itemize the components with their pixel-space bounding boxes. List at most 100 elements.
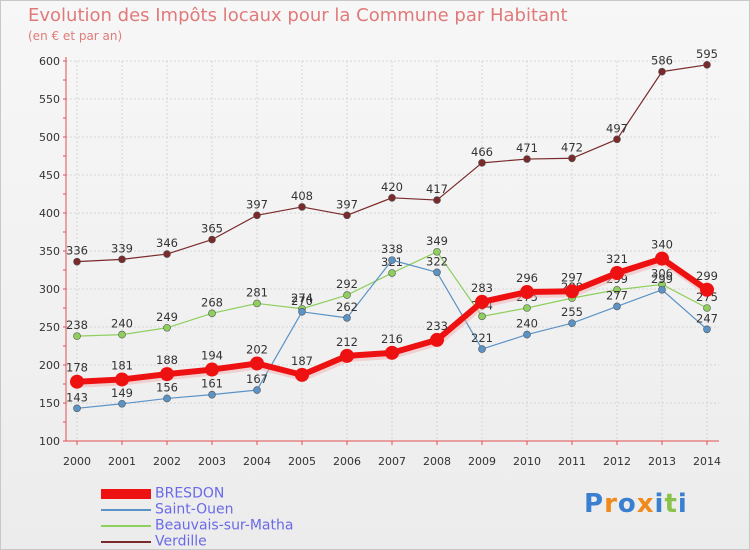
data-point-verdille <box>118 255 126 264</box>
data-point-verdille <box>163 250 171 258</box>
data-point-verdille <box>658 67 666 76</box>
data-label-saint-ouen: 255 <box>561 305 583 319</box>
data-label-bresdon: 216 <box>381 332 403 346</box>
y-tick-label: 250 <box>39 321 60 334</box>
data-label-beauvais-sur-matha: 292 <box>336 277 358 291</box>
data-label-bresdon: 297 <box>561 270 583 284</box>
data-point-bresdon <box>610 266 624 281</box>
data-label-beauvais-sur-matha: 240 <box>111 317 133 331</box>
data-label-beauvais-sur-matha: 306 <box>651 266 673 280</box>
data-label-beauvais-sur-matha: 274 <box>291 291 313 305</box>
data-point-saint-ouen <box>118 399 126 408</box>
data-label-saint-ouen: 161 <box>201 377 223 391</box>
legend-item-bresdon: BRESDON <box>101 485 293 502</box>
data-point-saint-ouen <box>478 345 486 353</box>
data-label-bresdon: 299 <box>696 269 718 283</box>
data-label-bresdon: 296 <box>516 271 538 285</box>
y-tick-label: 350 <box>39 245 60 258</box>
x-tick-label: 2009 <box>468 455 496 468</box>
data-point-bresdon <box>250 356 264 371</box>
data-label-verdille: 420 <box>381 180 403 194</box>
data-point-beauvais-sur-matha <box>703 304 711 312</box>
data-label-verdille: 466 <box>471 145 493 159</box>
data-label-verdille: 336 <box>66 244 88 258</box>
data-point-verdille <box>703 60 711 69</box>
x-tick-label: 2013 <box>648 455 676 468</box>
data-label-saint-ouen: 167 <box>246 372 268 386</box>
data-point-verdille <box>568 154 576 163</box>
data-point-bresdon <box>205 362 219 377</box>
logo-letter: x <box>636 489 655 519</box>
chart-title: Evolution des Impôts locaux pour la Comm… <box>28 5 568 26</box>
x-tick-label: 2011 <box>558 455 586 468</box>
data-point-saint-ouen <box>568 319 576 328</box>
data-point-beauvais-sur-matha <box>523 304 531 312</box>
logo-letter: P <box>584 489 605 519</box>
data-point-verdille <box>73 257 81 266</box>
data-point-beauvais-sur-matha <box>163 323 171 332</box>
data-point-beauvais-sur-matha <box>253 299 261 308</box>
x-tick-label: 2001 <box>108 455 136 468</box>
data-point-beauvais-sur-matha <box>433 247 441 256</box>
data-label-bresdon: 178 <box>66 361 88 375</box>
data-point-verdille <box>523 155 531 163</box>
data-point-bresdon <box>115 372 129 387</box>
data-point-beauvais-sur-matha <box>388 269 396 277</box>
y-tick-label: 200 <box>39 359 60 372</box>
data-label-verdille: 365 <box>201 222 223 236</box>
data-label-saint-ouen: 322 <box>426 254 448 268</box>
data-label-verdille: 408 <box>291 189 313 203</box>
legend-swatch-saint-ouen <box>101 508 151 511</box>
data-point-beauvais-sur-matha <box>343 291 351 299</box>
x-tick-label: 2007 <box>378 455 406 468</box>
y-tick-label: 150 <box>39 397 60 410</box>
y-tick-label: 550 <box>39 93 60 106</box>
logo-letter: o <box>617 489 637 519</box>
data-label-saint-ouen: 277 <box>606 288 628 302</box>
data-point-beauvais-sur-matha <box>73 332 81 340</box>
data-point-bresdon <box>160 367 174 382</box>
data-point-beauvais-sur-matha <box>118 330 126 339</box>
logo-letter: t <box>664 489 678 519</box>
data-point-bresdon <box>655 251 669 266</box>
data-label-beauvais-sur-matha: 238 <box>66 318 88 332</box>
data-label-saint-ouen: 247 <box>696 311 718 325</box>
data-point-verdille <box>343 211 351 220</box>
data-label-saint-ouen: 143 <box>66 390 88 404</box>
data-label-verdille: 397 <box>336 197 358 211</box>
x-tick-label: 2004 <box>243 455 271 468</box>
data-point-saint-ouen <box>253 386 261 394</box>
x-tick-label: 2010 <box>513 455 541 468</box>
x-tick-label: 2000 <box>63 455 91 468</box>
data-label-verdille: 472 <box>561 140 583 154</box>
data-label-bresdon: 233 <box>426 319 448 333</box>
legend-swatch-verdille <box>101 540 151 543</box>
data-point-verdille <box>478 159 486 167</box>
y-tick-label: 100 <box>39 435 60 448</box>
data-label-saint-ouen: 240 <box>516 317 538 331</box>
data-label-verdille: 586 <box>651 54 673 68</box>
logo-letter: r <box>604 489 618 519</box>
data-label-beauvais-sur-matha: 349 <box>426 234 448 248</box>
x-tick-label: 2002 <box>153 455 181 468</box>
data-point-saint-ouen <box>388 256 396 264</box>
legend-item-saint-ouen: Saint-Ouen <box>101 501 293 518</box>
data-point-verdille <box>388 194 396 202</box>
legend-swatch-bresdon <box>101 488 151 499</box>
data-point-bresdon <box>295 367 309 382</box>
legend-label-verdille: Verdille <box>155 533 207 550</box>
data-point-saint-ouen <box>703 325 711 334</box>
y-tick-label: 400 <box>39 207 60 220</box>
x-tick-label: 2012 <box>603 455 631 468</box>
data-label-saint-ouen: 270 <box>291 294 313 308</box>
data-point-verdille <box>208 235 216 244</box>
data-point-saint-ouen <box>343 314 351 322</box>
data-point-saint-ouen <box>73 404 81 413</box>
data-label-bresdon: 187 <box>291 354 313 368</box>
proxiti-logo: Proxiti <box>584 489 688 519</box>
data-label-beauvais-sur-matha: 268 <box>201 295 223 309</box>
logo-letter: i <box>654 489 665 519</box>
data-point-bresdon <box>565 284 579 299</box>
